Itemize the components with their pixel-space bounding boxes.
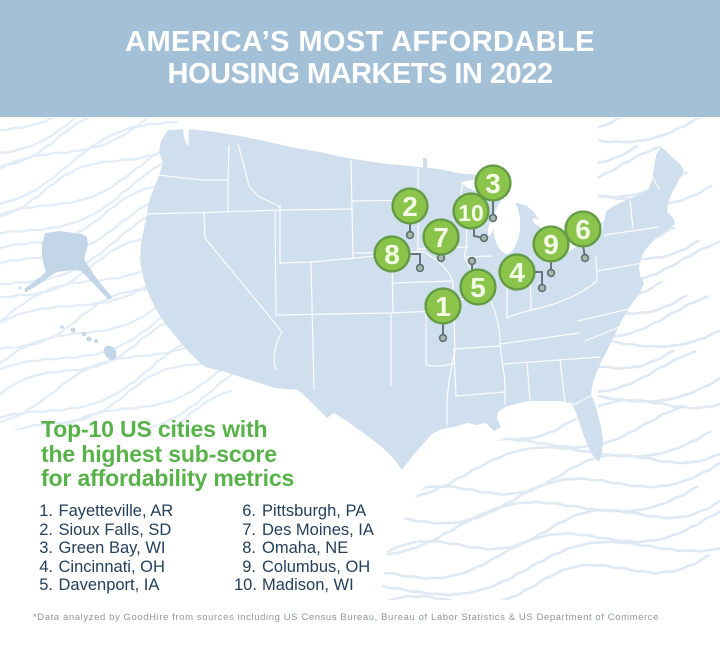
svg-text:3: 3 (485, 168, 501, 199)
svg-text:10: 10 (458, 200, 484, 226)
svg-text:8: 8 (384, 239, 400, 270)
svg-text:4: 4 (509, 257, 525, 288)
svg-text:1: 1 (435, 291, 451, 322)
svg-text:7: 7 (433, 222, 449, 253)
svg-text:5: 5 (470, 272, 486, 303)
svg-text:9: 9 (543, 229, 559, 260)
svg-text:6: 6 (575, 214, 591, 245)
svg-text:2: 2 (402, 191, 418, 222)
